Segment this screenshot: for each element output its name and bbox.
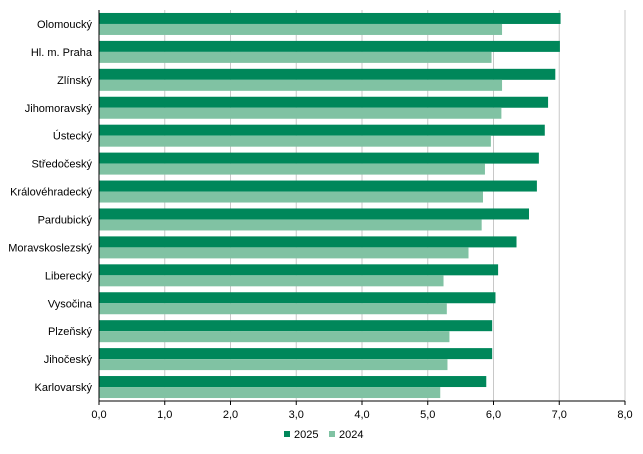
bar-2024-11 (99, 331, 450, 343)
x-tick-label: 1,0 (157, 409, 172, 421)
legend-label-2024: 2024 (339, 429, 363, 441)
bar-2025-1 (99, 40, 560, 52)
bar-2025-8 (99, 236, 517, 248)
legend: 2025 2024 (284, 429, 363, 441)
category-label: Vysočina (48, 298, 93, 310)
bar-2024-0 (99, 23, 503, 35)
bar-2024-9 (99, 275, 444, 287)
x-tick-label: 7,0 (552, 409, 567, 421)
category-label: Královéhradecký (10, 187, 92, 199)
category-label: Liberecký (45, 270, 93, 282)
x-tick-label: 6,0 (486, 409, 501, 421)
legend-swatch-2024 (329, 431, 335, 437)
x-tick-label: 2,0 (223, 409, 238, 421)
bar-2024-12 (99, 359, 448, 371)
bar-2024-2 (99, 79, 503, 91)
x-axis: 0,0 1,0 2,0 3,0 4,0 5,0 6,0 7,0 8,0 (91, 10, 633, 421)
category-label: Moravskoslezský (8, 242, 92, 254)
bar-2024-13 (99, 387, 441, 399)
bar-2025-0 (99, 12, 561, 24)
bar-2024-7 (99, 219, 482, 231)
x-tick-label: 0,0 (91, 409, 106, 421)
category-label: Olomoucký (37, 19, 93, 31)
bar-2025-12 (99, 348, 493, 360)
x-tick-label: 5,0 (420, 409, 435, 421)
x-tick-label: 3,0 (289, 409, 304, 421)
category-label: Hl. m. Praha (31, 47, 93, 59)
bar-2025-5 (99, 152, 539, 164)
legend-swatch-2025 (284, 431, 290, 437)
category-label: Pardubický (38, 214, 93, 226)
category-label: Středočeský (31, 159, 92, 171)
category-label: Zlínský (57, 75, 92, 87)
category-label: Karlovarský (35, 382, 93, 394)
x-tick-label: 4,0 (354, 409, 369, 421)
bar-2024-5 (99, 163, 485, 175)
category-label: Jihočeský (44, 354, 93, 366)
bar-2025-4 (99, 124, 545, 136)
bars (99, 12, 561, 399)
bar-2025-10 (99, 292, 496, 304)
bar-2025-9 (99, 264, 499, 276)
bar-2025-6 (99, 180, 537, 192)
bar-2024-6 (99, 191, 483, 203)
category-label: Plzeňský (48, 326, 93, 338)
legend-label-2025: 2025 (294, 429, 318, 441)
bar-2024-3 (99, 107, 502, 119)
category-labels: Olomoucký Hl. m. Praha Zlínský Jihomoravský… (8, 19, 93, 394)
x-tick-label: 8,0 (617, 409, 632, 421)
category-label: Ústecký (53, 130, 93, 143)
bar-2025-2 (99, 68, 556, 80)
bar-2024-8 (99, 247, 469, 259)
bar-2024-4 (99, 135, 491, 147)
bar-2025-3 (99, 96, 549, 108)
bar-2025-7 (99, 208, 530, 220)
bar-2025-13 (99, 376, 487, 388)
category-label: Jihomoravský (25, 103, 93, 115)
bar-2024-10 (99, 303, 447, 315)
bar-2025-11 (99, 320, 493, 332)
gridlines (164, 10, 626, 401)
bar-2024-1 (99, 51, 492, 63)
